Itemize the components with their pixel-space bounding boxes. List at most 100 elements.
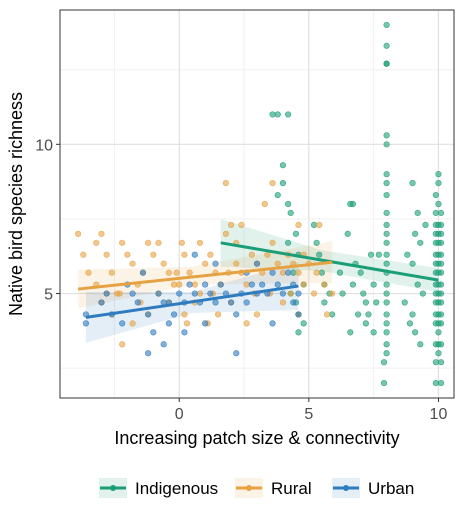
point-indigenous — [432, 191, 439, 199]
point-rural — [207, 251, 214, 258]
point-indigenous — [373, 299, 380, 306]
point-urban — [285, 269, 292, 276]
point-urban — [274, 281, 281, 288]
point-indigenous — [279, 180, 287, 187]
point-indigenous — [285, 200, 292, 208]
point-indigenous — [336, 269, 344, 276]
y-axis-ticks: 5 10 — [35, 137, 60, 304]
point-rural — [264, 251, 271, 258]
point-indigenous — [310, 221, 318, 228]
point-rural — [129, 320, 136, 327]
point-indigenous — [419, 290, 426, 297]
point-indigenous — [365, 311, 372, 318]
point-indigenous — [354, 311, 362, 318]
point-indigenous — [437, 209, 445, 217]
point-indigenous — [435, 171, 442, 178]
point-indigenous — [435, 200, 442, 208]
point-urban — [186, 281, 193, 288]
x-tick-label: 10 — [430, 406, 448, 423]
point-urban — [176, 290, 183, 297]
legend-label-rural: Rural — [271, 479, 312, 498]
point-urban — [119, 320, 126, 327]
point-indigenous — [437, 281, 445, 288]
point-rural — [145, 239, 152, 246]
point-rural — [155, 239, 162, 246]
point-indigenous — [370, 281, 377, 288]
point-indigenous — [432, 209, 439, 217]
point-indigenous — [383, 320, 390, 327]
point-indigenous — [437, 230, 445, 237]
point-indigenous — [383, 281, 390, 288]
point-rural — [119, 341, 126, 348]
point-indigenous — [383, 171, 390, 178]
point-indigenous — [269, 111, 276, 118]
point-indigenous — [295, 329, 302, 336]
x-tick-label: 5 — [304, 406, 313, 423]
point-indigenous — [437, 269, 445, 276]
point-rural — [274, 260, 281, 267]
point-urban — [145, 311, 152, 318]
point-indigenous — [274, 111, 281, 118]
point-rural — [310, 290, 318, 297]
point-rural — [316, 221, 323, 228]
point-urban — [202, 281, 209, 288]
legend-key-point-urban — [343, 485, 349, 491]
point-rural — [129, 260, 136, 267]
point-indigenous — [383, 311, 390, 318]
point-indigenous — [401, 299, 408, 306]
point-indigenous — [290, 269, 297, 276]
point-indigenous — [321, 299, 328, 306]
point-indigenous — [383, 60, 390, 67]
point-rural — [98, 230, 105, 237]
point-indigenous — [383, 132, 390, 139]
point-urban — [233, 311, 240, 318]
point-rural — [103, 251, 110, 258]
point-urban — [217, 281, 224, 288]
point-indigenous — [292, 230, 299, 237]
point-indigenous — [437, 320, 445, 327]
point-indigenous — [437, 299, 445, 306]
point-indigenous — [362, 320, 369, 327]
point-indigenous — [435, 350, 442, 357]
point-urban — [243, 299, 250, 306]
point-indigenous — [349, 200, 357, 208]
point-indigenous — [362, 299, 369, 306]
point-rural — [75, 230, 82, 237]
x-axis-ticks: 0 5 10 — [175, 398, 448, 423]
point-rural — [150, 251, 157, 258]
point-rural — [222, 230, 229, 237]
point-indigenous — [414, 209, 421, 217]
point-urban — [269, 320, 276, 327]
point-rural — [222, 180, 229, 187]
point-rural — [295, 269, 302, 276]
point-rural — [279, 299, 287, 306]
point-indigenous — [414, 281, 421, 288]
point-indigenous — [437, 290, 445, 297]
y-tick-label: 10 — [35, 137, 53, 154]
point-urban — [191, 290, 198, 297]
point-rural — [165, 269, 172, 276]
point-rural — [196, 239, 204, 246]
point-indigenous — [344, 230, 351, 237]
point-urban — [233, 350, 240, 357]
point-indigenous — [437, 341, 445, 348]
point-indigenous — [437, 379, 445, 387]
point-indigenous — [409, 311, 416, 318]
point-rural — [183, 320, 191, 327]
point-rural — [93, 239, 100, 246]
point-rural — [287, 290, 294, 297]
point-urban — [181, 329, 188, 336]
point-rural — [323, 311, 331, 318]
point-urban — [98, 299, 105, 306]
point-rural — [108, 269, 115, 276]
point-indigenous — [409, 180, 416, 187]
point-indigenous — [349, 281, 357, 288]
point-rural — [160, 260, 167, 267]
point-indigenous — [313, 239, 320, 246]
point-indigenous — [437, 239, 445, 246]
point-indigenous — [370, 329, 377, 336]
point-rural — [191, 281, 198, 288]
point-urban — [295, 290, 302, 297]
point-rural — [243, 281, 250, 288]
point-indigenous — [274, 191, 281, 199]
